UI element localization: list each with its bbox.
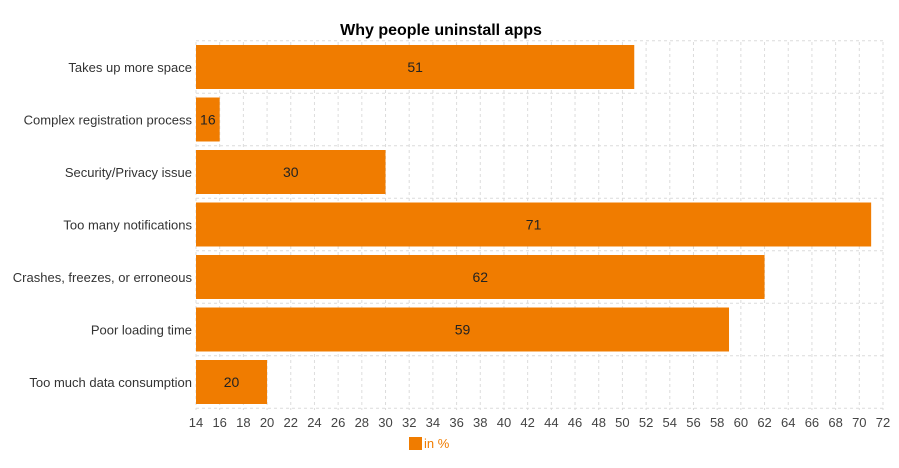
bar-value-label: 20 (224, 374, 240, 390)
x-tick-label: 42 (520, 415, 534, 430)
x-tick-label: 48 (591, 415, 605, 430)
category-label: Security/Privacy issue (65, 165, 192, 180)
bar[interactable] (196, 97, 220, 142)
bar[interactable] (196, 150, 386, 194)
x-tick-label: 24 (307, 415, 321, 430)
x-tick-label: 54 (663, 415, 677, 430)
bar-value-label: 62 (472, 269, 488, 285)
x-tick-label: 56 (686, 415, 700, 430)
x-tick-label: 66 (805, 415, 819, 430)
x-tick-label: 70 (852, 415, 866, 430)
bar[interactable] (196, 45, 635, 89)
category-label: Takes up more space (68, 60, 192, 75)
x-tick-label: 26 (331, 415, 345, 430)
x-tick-label: 16 (212, 415, 226, 430)
category-label: Too many notifications (63, 218, 192, 233)
x-tick-label: 22 (284, 415, 298, 430)
bar[interactable] (196, 202, 872, 247)
x-tick-label: 36 (449, 415, 463, 430)
x-tick-label: 30 (378, 415, 392, 430)
bar[interactable] (196, 307, 730, 352)
legend-label: in % (424, 436, 450, 451)
x-tick-label: 72 (876, 415, 890, 430)
x-tick-label: 44 (544, 415, 558, 430)
bar[interactable] (196, 255, 765, 299)
bars: 51 16 30 71 62 59 20 (196, 45, 872, 404)
x-tick-label: 46 (568, 415, 582, 430)
bar-value-label: 16 (200, 112, 216, 128)
x-tick-label: 34 (426, 415, 440, 430)
x-tick-label: 20 (260, 415, 274, 430)
x-tick-label: 64 (781, 415, 795, 430)
x-tick-label: 58 (710, 415, 724, 430)
x-tick-label: 14 (189, 415, 203, 430)
x-tick-label: 62 (757, 415, 771, 430)
x-tick-label: 38 (473, 415, 487, 430)
legend-swatch (409, 437, 422, 450)
bar-value-label: 71 (526, 217, 542, 233)
bar-value-label: 59 (455, 322, 471, 338)
x-tick-label: 50 (615, 415, 629, 430)
category-label: Too much data consumption (29, 375, 192, 390)
x-tick-label: 18 (236, 415, 250, 430)
x-tick-label: 32 (402, 415, 416, 430)
bar-value-label: 51 (407, 59, 423, 75)
category-label: Complex registration process (24, 113, 193, 128)
x-tick-label: 40 (497, 415, 511, 430)
category-label: Poor loading time (91, 323, 192, 338)
bar[interactable] (196, 360, 268, 404)
bar-value-label: 30 (283, 164, 299, 180)
x-axis-ticks: 14 16 18 20 22 24 26 28 30 32 34 36 38 40 42 44 46 48 50 52… (189, 415, 890, 430)
category-labels: Takes up more space Complex registration … (13, 60, 193, 390)
x-tick-label: 52 (639, 415, 653, 430)
x-tick-label: 60 (734, 415, 748, 430)
category-label: Crashes, freezes, or erroneous (13, 270, 193, 285)
x-tick-label: 68 (828, 415, 842, 430)
x-tick-label: 28 (355, 415, 369, 430)
legend[interactable]: in % (409, 436, 450, 451)
chart-title: Why people uninstall apps (340, 22, 542, 39)
